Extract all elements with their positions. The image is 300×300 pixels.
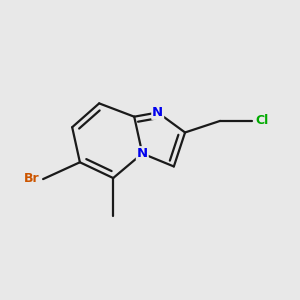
Text: Cl: Cl: [255, 114, 268, 128]
Text: N: N: [137, 147, 148, 160]
Text: Br: Br: [24, 172, 40, 185]
Text: N: N: [152, 106, 163, 119]
